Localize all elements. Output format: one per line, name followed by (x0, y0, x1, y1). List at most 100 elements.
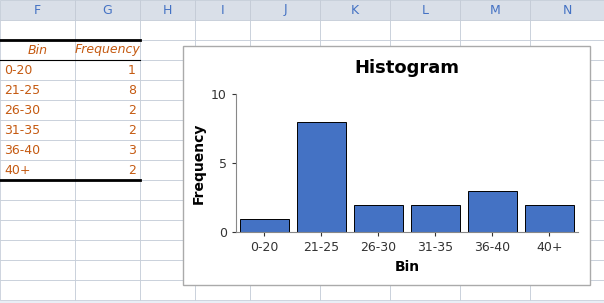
Bar (320, 0, 390, 20)
Bar (460, 120, 530, 140)
Bar (195, 120, 250, 140)
Bar (250, 240, 320, 260)
Bar (250, 220, 320, 240)
Bar (195, 100, 250, 120)
Bar (0, 280, 75, 300)
Bar (195, 160, 250, 180)
Bar (0, 260, 75, 280)
Bar (530, 100, 604, 120)
Bar (320, 260, 390, 280)
Bar (140, 260, 195, 280)
Bar (320, 220, 390, 240)
Bar (140, 100, 195, 120)
Bar (530, 140, 604, 160)
Bar (320, 60, 390, 80)
Bar (140, 20, 195, 40)
Text: F: F (34, 4, 41, 16)
Bar (250, 40, 320, 60)
Bar (140, 200, 195, 220)
Bar (460, 240, 530, 260)
Bar (530, 20, 604, 40)
Bar (250, 0, 320, 20)
Bar (250, 280, 320, 300)
Bar (0, 20, 75, 40)
Text: I: I (220, 4, 224, 16)
Text: J: J (283, 4, 287, 16)
Text: 26-30: 26-30 (4, 104, 40, 116)
Bar (0, 180, 75, 200)
Bar (140, 80, 195, 100)
Bar (320, 40, 390, 60)
Bar (75, 20, 140, 40)
Bar (0, 100, 75, 120)
Bar (390, 200, 460, 220)
Bar (460, 40, 530, 60)
Bar (460, 80, 530, 100)
Bar (530, 280, 604, 300)
Bar (530, 260, 604, 280)
Bar (530, 240, 604, 260)
Bar (250, 160, 320, 180)
Y-axis label: Frequency: Frequency (191, 122, 205, 204)
Bar (250, 20, 320, 40)
Bar (140, 0, 195, 20)
Bar (75, 60, 140, 80)
Bar (140, 220, 195, 240)
Bar (195, 140, 250, 160)
Bar (75, 240, 140, 260)
Text: 0-20: 0-20 (4, 64, 33, 76)
Bar (320, 200, 390, 220)
Bar (390, 180, 460, 200)
Text: M: M (490, 4, 500, 16)
Bar (530, 160, 604, 180)
Bar (195, 80, 250, 100)
Bar (75, 180, 140, 200)
Bar (250, 100, 320, 120)
Bar (195, 240, 250, 260)
Bar (0, 80, 75, 100)
Bar (75, 200, 140, 220)
Bar (530, 0, 604, 20)
Bar (75, 220, 140, 240)
Bar (320, 140, 390, 160)
Text: H: H (163, 4, 172, 16)
Bar (195, 280, 250, 300)
Bar (240, 218, 289, 232)
Text: 2: 2 (128, 164, 136, 177)
Bar (530, 80, 604, 100)
Bar (250, 180, 320, 200)
Bar (0, 120, 75, 140)
Bar (390, 140, 460, 160)
Bar (297, 122, 345, 232)
Bar (460, 60, 530, 80)
Text: 2: 2 (128, 124, 136, 136)
Bar (354, 205, 403, 232)
Text: G: G (103, 4, 112, 16)
Bar (530, 40, 604, 60)
Bar (250, 200, 320, 220)
Text: 36-40: 36-40 (4, 144, 40, 157)
Bar (390, 220, 460, 240)
Bar (250, 260, 320, 280)
Bar (140, 140, 195, 160)
Bar (250, 140, 320, 160)
Bar (75, 100, 140, 120)
Bar (390, 280, 460, 300)
Bar (460, 180, 530, 200)
Bar (195, 260, 250, 280)
Bar (460, 20, 530, 40)
Bar (460, 200, 530, 220)
Bar (320, 240, 390, 260)
Bar (530, 120, 604, 140)
Bar (530, 200, 604, 220)
Bar (530, 220, 604, 240)
Bar (390, 240, 460, 260)
Text: K: K (351, 4, 359, 16)
Bar (0, 220, 75, 240)
Bar (460, 100, 530, 120)
Bar (140, 280, 195, 300)
Bar (460, 260, 530, 280)
Bar (195, 220, 250, 240)
Bar (460, 160, 530, 180)
Bar (411, 205, 460, 232)
